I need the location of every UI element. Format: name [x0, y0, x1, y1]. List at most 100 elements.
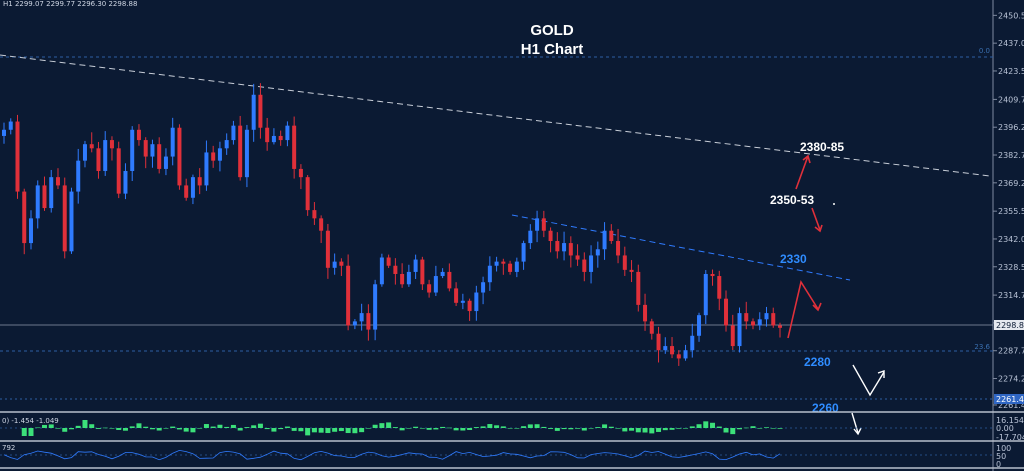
arrow-head-down-2350 — [814, 224, 823, 233]
indicator2-oscillator-line — [3, 449, 781, 461]
histogram-bar — [28, 428, 34, 436]
histogram-bar — [608, 426, 614, 428]
arrow-up-2380 — [795, 155, 809, 190]
candle-body — [690, 335, 695, 351]
price-tick-label: 2287.75 — [998, 347, 1024, 356]
histogram-bar — [737, 428, 743, 430]
histogram-bar — [500, 426, 506, 428]
candle-body — [346, 265, 351, 326]
fib-23-label: 23.6 — [974, 343, 990, 351]
candle-body — [535, 218, 540, 231]
candle-body — [197, 177, 202, 186]
histogram-bar — [656, 428, 662, 432]
histogram-bar — [453, 428, 459, 431]
histogram-bar — [365, 428, 371, 429]
histogram-bar — [770, 428, 776, 429]
histogram-bar — [143, 426, 149, 428]
histogram-bar — [473, 427, 479, 428]
candle-body — [460, 300, 465, 303]
histogram-bar — [446, 427, 452, 429]
candle-body — [555, 241, 560, 252]
candle-body — [292, 125, 297, 169]
histogram-bar — [332, 428, 338, 432]
candle-body — [217, 148, 222, 161]
arrow-head-2260 — [853, 427, 862, 436]
candle-body — [433, 276, 438, 293]
candle-body — [136, 129, 141, 141]
candle-body — [352, 321, 357, 326]
candle-body — [703, 273, 708, 316]
price-tick-label: 2437.05 — [998, 39, 1024, 48]
candle-body — [2, 129, 6, 136]
candle-body — [467, 300, 472, 312]
candle-body — [771, 313, 776, 326]
candle-body — [656, 333, 661, 351]
histogram-bar — [264, 428, 270, 430]
histogram-bar — [82, 420, 88, 428]
histogram-bar — [257, 423, 263, 428]
histogram-bar — [386, 422, 392, 428]
candle-body — [400, 273, 405, 285]
red-projection-arrows — [787, 154, 823, 339]
candle-body — [514, 261, 519, 272]
candle-body — [420, 259, 425, 285]
candle-body — [454, 288, 459, 303]
histogram-bar — [35, 427, 41, 429]
price-tick-label: 2261.41 — [998, 401, 1024, 410]
indicator1-tick-bottom: -17.704 — [996, 433, 1024, 442]
histogram-bar — [217, 424, 223, 428]
candle-body — [474, 292, 479, 312]
level-2260: 2260 — [812, 401, 839, 415]
histogram-bar — [55, 428, 61, 429]
candle-body — [501, 261, 506, 264]
price-tick-label: 2369.25 — [998, 179, 1024, 188]
candle-body — [386, 257, 391, 266]
candle-body — [676, 354, 681, 359]
histogram-bar — [48, 424, 54, 428]
candle-body — [616, 241, 621, 256]
candle-body — [285, 125, 290, 141]
candle-body — [49, 177, 54, 209]
arrow-head-2330 — [812, 302, 822, 312]
histogram-bar — [197, 428, 203, 429]
histogram-bar — [440, 426, 446, 428]
histogram-bar — [41, 424, 47, 428]
indicator2-header: 792 — [2, 444, 15, 452]
price-tick-label: 2328.50 — [998, 263, 1024, 272]
histogram-bar — [710, 422, 716, 428]
candle-body — [413, 259, 418, 272]
histogram-bar — [291, 428, 297, 431]
histogram-bar — [554, 428, 560, 431]
histogram-bar — [318, 428, 324, 433]
candle-body — [157, 144, 162, 169]
histogram-bar — [494, 425, 500, 428]
candle-body — [487, 265, 492, 283]
candle-body — [271, 135, 276, 143]
histogram-bar — [345, 428, 351, 434]
arrow-down-2260 — [851, 412, 859, 434]
candle-body — [683, 350, 688, 359]
candle-body — [447, 271, 452, 289]
candle-body — [69, 191, 74, 252]
candle-body — [359, 313, 364, 322]
histogram-bar — [642, 428, 648, 433]
histogram-bar — [480, 426, 486, 428]
candle-body — [629, 269, 634, 272]
histogram-bar — [129, 426, 135, 428]
histogram-bar — [156, 428, 162, 431]
candle-body — [35, 185, 40, 219]
histogram-bar — [696, 424, 702, 428]
histogram-bar — [433, 428, 439, 430]
histogram-bar — [629, 428, 635, 431]
candle-body — [643, 304, 648, 322]
level-2261-tag-text: 2261.41 — [996, 395, 1024, 404]
histogram-bar — [352, 428, 358, 434]
level-2261-tag — [994, 394, 1024, 404]
histogram-bar — [568, 428, 574, 430]
chart-subtitle: H1 Chart — [521, 41, 584, 58]
histogram-bar — [750, 426, 756, 428]
target-2380-85: 2380-85 — [800, 140, 844, 154]
candle-body — [211, 152, 216, 161]
candle-body — [177, 127, 182, 186]
